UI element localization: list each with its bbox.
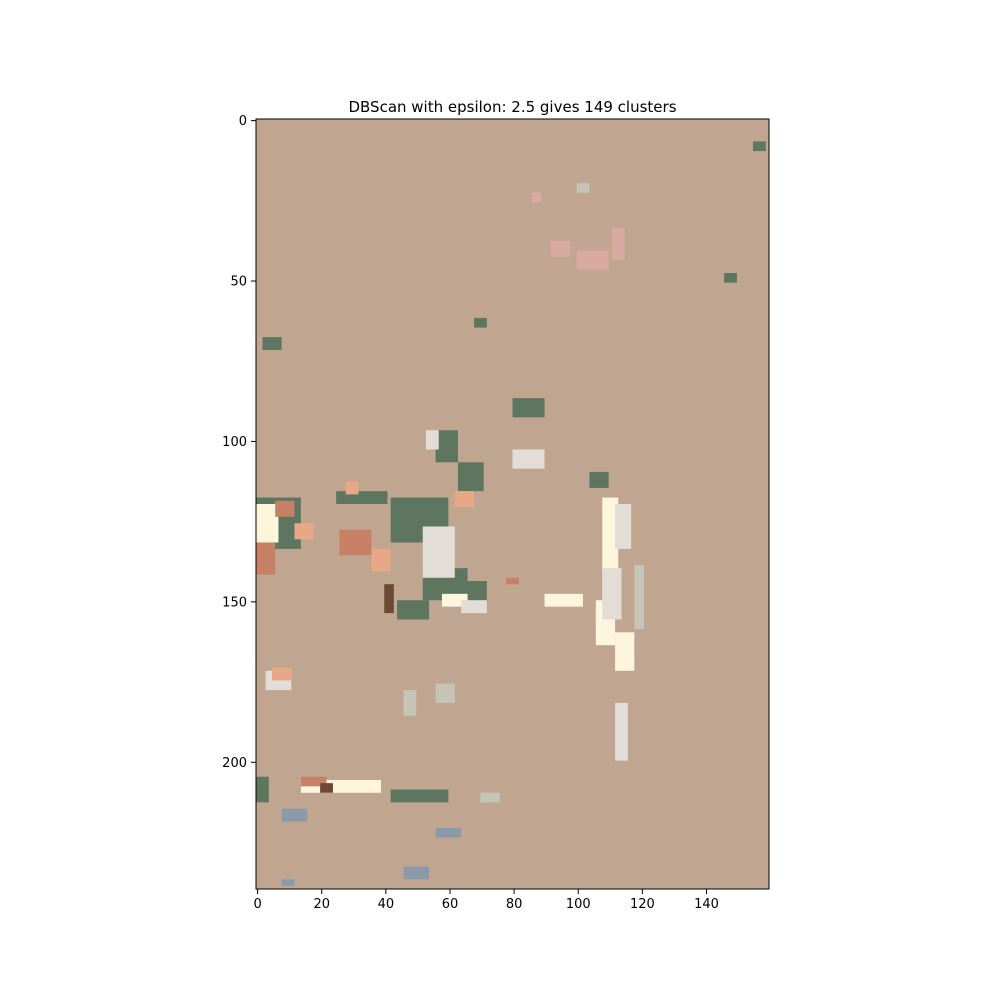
cluster-region-dark-green-cluster-5 — [589, 471, 609, 488]
cluster-region-gray-blue-cluster-47 — [403, 866, 430, 880]
cluster-region-rust-cluster-34 — [300, 776, 327, 787]
cluster-region-silver-cluster-52 — [435, 683, 455, 703]
cluster-region-peach-cluster-38 — [345, 481, 359, 495]
cluster-region-silver-cluster-51 — [634, 564, 644, 630]
cluster-region-dark-green-cluster-11 — [262, 337, 282, 350]
cluster-background — [256, 119, 769, 889]
y-tick-label-50: 50 — [230, 275, 247, 290]
y-tick-label-200: 200 — [222, 756, 247, 771]
cluster-region-brown-cluster-49 — [384, 584, 394, 614]
cluster-region-silver-cluster-55 — [576, 183, 590, 193]
x-tick-label-80: 80 — [506, 897, 523, 912]
cluster-region-light-gray-cluster-23 — [422, 526, 455, 578]
y-tick-label-100: 100 — [222, 435, 247, 450]
y-tick-label-0: 0 — [239, 114, 247, 129]
plot-frame — [255, 118, 770, 890]
cluster-region-light-gray-cluster-27 — [615, 504, 632, 549]
cluster-region-dark-green-cluster-4 — [457, 462, 484, 492]
cluster-region-light-gray-cluster-29 — [615, 702, 628, 761]
cluster-region-dark-green-cluster-12 — [724, 273, 737, 283]
plot-area — [255, 118, 770, 890]
cluster-region-gray-blue-cluster-48 — [281, 879, 295, 886]
cluster-region-light-gray-cluster-26 — [425, 430, 439, 450]
cluster-region-light-gray-cluster-25 — [512, 449, 545, 469]
cluster-region-dark-green-cluster-9 — [390, 789, 449, 803]
x-tick-label-20: 20 — [313, 897, 330, 912]
x-axis: 0 20 40 60 80 100 120 140 — [253, 889, 719, 912]
cluster-region-pink-cluster-44 — [531, 192, 542, 203]
cluster-region-light-gray-cluster-28 — [461, 600, 487, 614]
cluster-region-brown-cluster-50 — [320, 783, 333, 793]
cluster-region-dark-green-cluster-15 — [336, 491, 388, 504]
cluster-region-rust-cluster-31 — [275, 500, 295, 517]
cluster-region-peach-cluster-37 — [454, 491, 475, 508]
cluster-region-silver-cluster-54 — [480, 792, 500, 803]
cluster-region-cream-cluster-22 — [544, 593, 584, 607]
cluster-region-cream-cluster-19 — [615, 632, 635, 671]
cluster-region-gray-blue-cluster-46 — [435, 828, 462, 838]
x-tick-label-120: 120 — [630, 897, 655, 912]
cluster-region-dark-green-cluster-14 — [512, 398, 545, 418]
cluster-region-dark-green-cluster-10 — [474, 317, 487, 328]
cluster-region-rust-cluster-35 — [506, 577, 519, 585]
cluster-region-pink-cluster-42 — [576, 250, 609, 270]
x-tick-label-0: 0 — [253, 897, 261, 912]
cluster-region-peach-cluster-36 — [371, 548, 391, 572]
cluster-region-pink-cluster-43 — [611, 228, 625, 261]
chart-title: DBScan with epsilon: 2.5 gives 149 clust… — [348, 98, 676, 116]
x-tick-label-40: 40 — [378, 897, 395, 912]
cluster-region-pink-cluster-41 — [550, 240, 571, 257]
y-tick-label-150: 150 — [222, 595, 247, 610]
cluster-region-rust-cluster-33 — [339, 529, 372, 556]
cluster-region-peach-cluster-40 — [272, 667, 292, 681]
cluster-region-cream-cluster-16 — [256, 504, 279, 543]
cluster-region-layer — [256, 141, 766, 886]
x-tick-label-60: 60 — [442, 897, 459, 912]
cluster-region-cream-cluster-21 — [441, 593, 468, 607]
cluster-region-peach-cluster-39 — [294, 523, 314, 540]
x-tick-label-140: 140 — [694, 897, 719, 912]
cluster-region-dark-green-cluster-13 — [752, 141, 766, 152]
x-tick-label-100: 100 — [566, 897, 591, 912]
cluster-region-silver-cluster-53 — [403, 690, 417, 716]
cluster-region-dark-green-cluster-8 — [256, 776, 269, 803]
cluster-region-dark-green-cluster-7 — [397, 600, 430, 620]
cluster-region-gray-blue-cluster-45 — [281, 808, 308, 822]
cluster-region-dark-green-cluster-0 — [435, 430, 458, 463]
cluster-region-rust-cluster-32 — [256, 542, 276, 575]
cluster-region-light-gray-cluster-24 — [602, 568, 622, 620]
y-axis: 0 50 100 150 200 — [222, 114, 256, 771]
